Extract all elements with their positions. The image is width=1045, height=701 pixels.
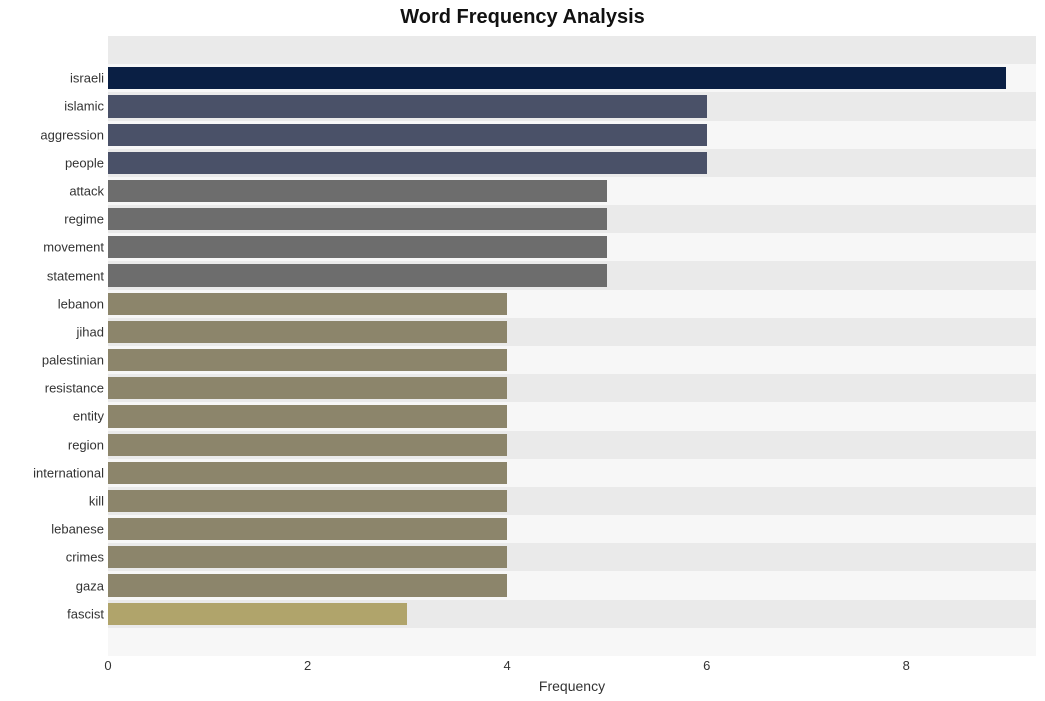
plot-area: [108, 36, 1036, 656]
chart-title: Word Frequency Analysis: [0, 6, 1045, 29]
bar: [108, 349, 507, 371]
bar: [108, 574, 507, 596]
y-tick-label: people: [65, 155, 104, 170]
y-tick-label: aggression: [40, 127, 104, 142]
bar: [108, 95, 707, 117]
bar: [108, 208, 607, 230]
row-band-bg: [108, 628, 1036, 656]
x-tick-label: 0: [104, 658, 111, 673]
y-tick-label: lebanese: [51, 522, 104, 537]
bar: [108, 124, 707, 146]
y-tick-label: jihad: [77, 324, 104, 339]
y-tick-label: islamic: [64, 99, 104, 114]
bar: [108, 293, 507, 315]
bar: [108, 546, 507, 568]
bar: [108, 264, 607, 286]
y-tick-label: entity: [73, 409, 104, 424]
x-tick-label: 4: [504, 658, 511, 673]
y-tick-label: palestinian: [42, 353, 104, 368]
y-tick-label: statement: [47, 268, 104, 283]
word-frequency-chart: Word Frequency Analysis Frequency 0 2 4 6 8 i…: [0, 0, 1045, 701]
bar: [108, 405, 507, 427]
bar: [108, 518, 507, 540]
bar: [108, 603, 407, 625]
y-tick-label: fascist: [67, 606, 104, 621]
bar: [108, 434, 507, 456]
x-axis-label: Frequency: [108, 678, 1036, 694]
bar: [108, 180, 607, 202]
x-tick-label: 2: [304, 658, 311, 673]
y-tick-label: movement: [43, 240, 104, 255]
x-tick-label: 6: [703, 658, 710, 673]
y-tick-label: international: [33, 465, 104, 480]
x-tick-label: 8: [903, 658, 910, 673]
bar: [108, 152, 707, 174]
bar: [108, 236, 607, 258]
y-tick-label: region: [68, 437, 104, 452]
bar: [108, 490, 507, 512]
y-tick-label: crimes: [66, 550, 104, 565]
y-tick-label: israeli: [70, 71, 104, 86]
bar: [108, 462, 507, 484]
y-tick-label: attack: [69, 184, 104, 199]
y-tick-label: lebanon: [58, 296, 104, 311]
y-tick-label: gaza: [76, 578, 104, 593]
row-band: [108, 36, 1036, 64]
y-tick-label: regime: [64, 212, 104, 227]
y-tick-label: kill: [89, 494, 104, 509]
bar: [108, 377, 507, 399]
row-band-bg: [108, 36, 1036, 64]
bar: [108, 67, 1006, 89]
bar: [108, 321, 507, 343]
row-band: [108, 628, 1036, 656]
y-tick-label: resistance: [45, 381, 104, 396]
